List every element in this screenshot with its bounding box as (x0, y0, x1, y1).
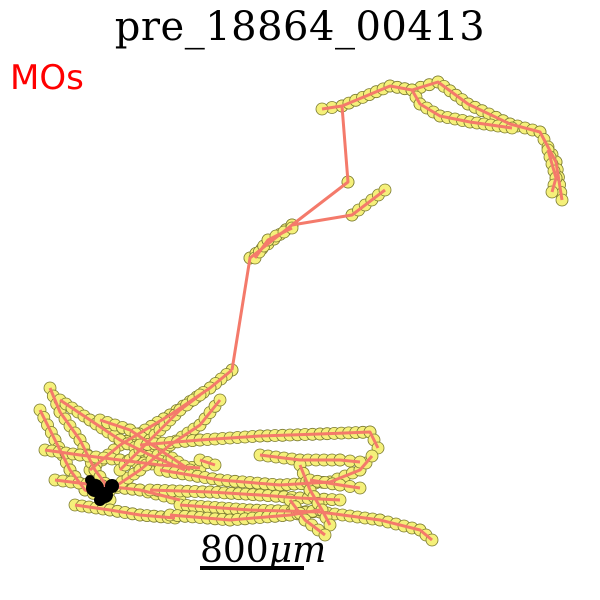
soma-node (85, 475, 95, 485)
soma-node (94, 494, 106, 506)
trace-branch (48, 387, 112, 491)
trace-branch (259, 453, 361, 464)
trace-branch (118, 393, 201, 472)
trace-branch (89, 368, 233, 472)
trace-branch (139, 430, 380, 449)
trace-branch (288, 499, 326, 537)
trace-branch (546, 149, 558, 193)
soma-node (105, 479, 119, 493)
soma (85, 475, 119, 506)
scale-bar-label: 800μm (200, 530, 326, 571)
scale-bar-value: 800 (200, 530, 269, 571)
trace-branch (298, 464, 332, 526)
region-label: MOs (10, 58, 84, 98)
trace-branch (410, 89, 513, 130)
trace-branch (99, 418, 191, 472)
trace-branch (253, 226, 293, 259)
scale-bar (200, 566, 304, 570)
trace-branch (309, 478, 361, 490)
trace-branch (109, 399, 222, 492)
trace-branch (179, 503, 433, 542)
trace-branch (149, 488, 341, 502)
trace-branch (44, 448, 201, 470)
trace-branch (159, 455, 374, 487)
figure-title: pre_18864_00413 (114, 4, 486, 50)
trace-branch (230, 188, 386, 371)
trace-nodes (33, 75, 569, 547)
trace-branch (291, 104, 350, 227)
trace-branch (199, 458, 216, 467)
trace-branch (59, 398, 186, 472)
scale-bar-unit: μm (268, 530, 327, 571)
trace-branch (169, 508, 321, 522)
trace-branch (341, 80, 564, 201)
trace-branch (74, 503, 176, 520)
